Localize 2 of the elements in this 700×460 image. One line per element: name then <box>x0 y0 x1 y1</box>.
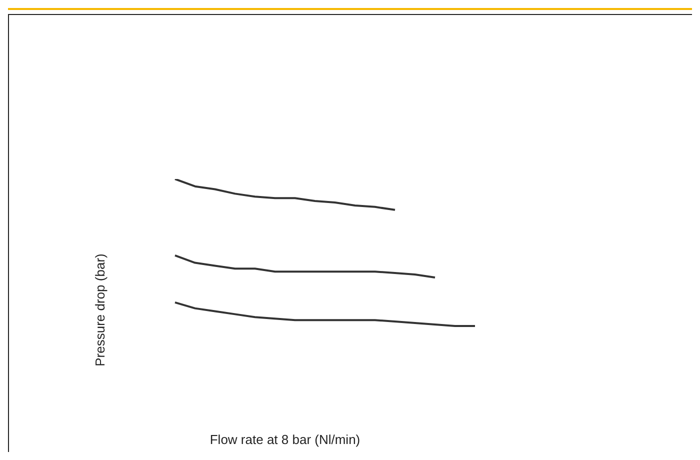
text: Flow rate at 8 bar (Nl/min) <box>210 432 360 447</box>
y-axis-title: Pressure drop (bar) <box>92 254 108 366</box>
